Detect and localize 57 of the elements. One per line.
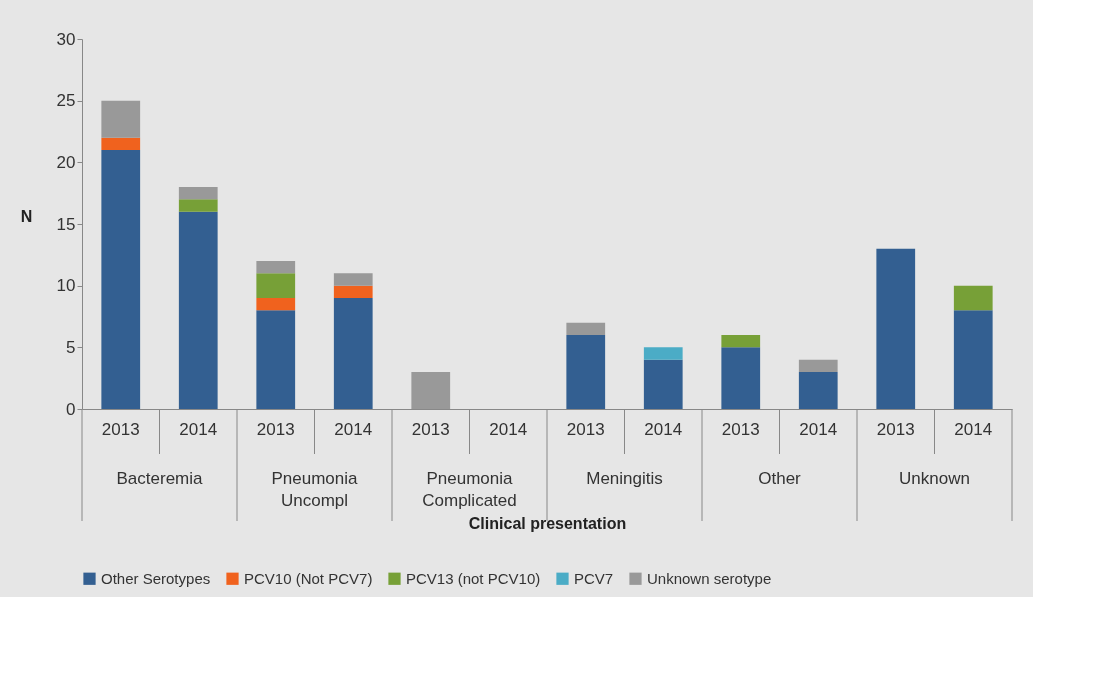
x-tick-label: 2013 <box>411 419 450 439</box>
legend-label: PCV13 (not PCV10) <box>406 569 541 587</box>
x-tick-label: 2014 <box>334 419 373 439</box>
x-tick-label: 2013 <box>566 419 605 439</box>
bar <box>643 347 683 360</box>
bar <box>798 372 838 409</box>
x-tick-label: 2014 <box>799 419 838 439</box>
legend-label: PCV7 <box>574 569 614 587</box>
bar <box>178 199 218 212</box>
y-tick-label: 25 <box>56 91 76 111</box>
bar <box>256 261 296 274</box>
text: Unknown <box>899 469 970 488</box>
bar <box>333 273 373 286</box>
x-tick-label: 2013 <box>101 419 140 439</box>
bar <box>953 310 993 409</box>
bar <box>411 372 451 409</box>
x-tick-label: 2013 <box>256 419 295 439</box>
legend-label: PCV10 (Not PCV7) <box>244 569 373 587</box>
text: Meningitis <box>586 469 663 488</box>
y-tick-label: 10 <box>56 276 76 296</box>
y-tick-label: 30 <box>56 29 76 49</box>
y-axis-title: N <box>20 207 33 225</box>
bar <box>643 359 683 409</box>
legend-label: Unknown serotype <box>647 569 772 587</box>
text: Other <box>758 469 802 488</box>
legend-label: Other Serotypes <box>101 569 211 587</box>
x-tick-label: 2014 <box>489 419 528 439</box>
bar <box>256 298 296 311</box>
bar <box>798 359 838 372</box>
y-tick-label: 0 <box>66 399 76 419</box>
bar <box>256 310 296 409</box>
bar <box>256 273 296 298</box>
y-tick-label: 5 <box>66 337 76 357</box>
x-tick-label: 2013 <box>721 419 760 439</box>
x-tick-label: 2014 <box>179 419 218 439</box>
bar <box>566 322 606 335</box>
bar <box>876 248 916 409</box>
bar <box>178 211 218 409</box>
x-tick-label: 2014 <box>954 419 993 439</box>
bar <box>721 335 761 348</box>
x-axis-title: Clinical presentation <box>468 514 627 532</box>
text: Bacteremia <box>116 469 204 488</box>
bar <box>101 100 141 138</box>
bar <box>953 285 993 311</box>
bar <box>721 347 761 409</box>
bar <box>333 285 373 298</box>
bar <box>101 137 141 150</box>
x-tick-label: 2014 <box>644 419 683 439</box>
text: Pneumonia Complicated <box>422 469 517 510</box>
bar <box>333 298 373 409</box>
text: Pneumonia Uncompl <box>271 469 359 510</box>
bar <box>566 335 606 409</box>
bar <box>178 187 218 200</box>
bar <box>101 150 141 409</box>
y-tick-label: 15 <box>56 214 76 234</box>
y-tick-label: 20 <box>56 152 76 172</box>
x-tick-label: 2013 <box>876 419 915 439</box>
